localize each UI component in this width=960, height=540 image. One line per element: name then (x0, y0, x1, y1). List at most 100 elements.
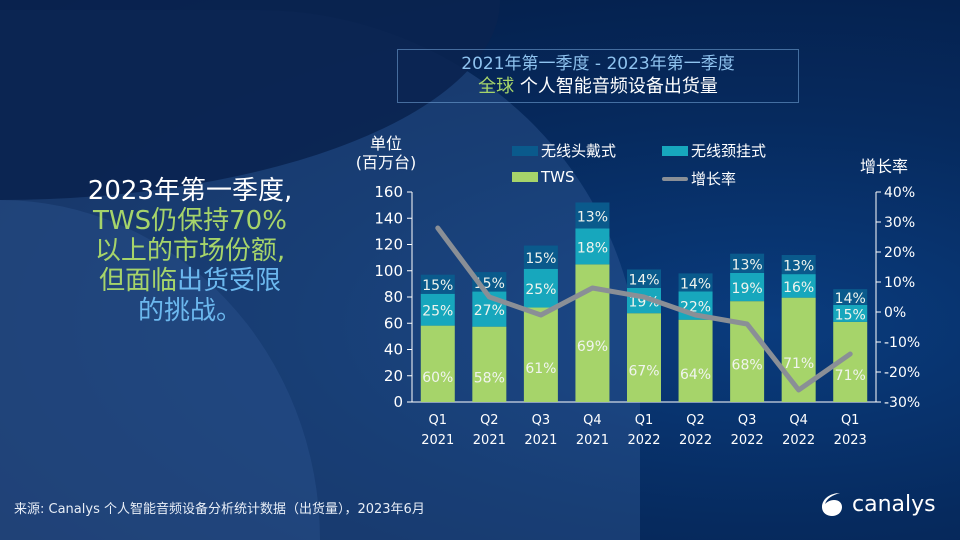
x-tick-label-quarter: Q3 (738, 413, 757, 428)
y2-tick-label: 40% (884, 185, 915, 201)
canalys-logo: canalys (818, 490, 948, 518)
legend-swatch-growth (662, 176, 688, 181)
data-label-neckband: 15% (835, 307, 866, 323)
bar-headset (730, 253, 765, 273)
data-label-headset: 14% (835, 291, 866, 307)
y-tick-label: 160 (374, 183, 403, 201)
x-tick-label-year: 2021 (524, 433, 557, 448)
x-tick-label-year: 2021 (473, 433, 506, 448)
data-label-headset: 13% (783, 259, 814, 275)
bar-headset (627, 269, 661, 288)
legend-item-tws: TWS (512, 168, 575, 186)
y2-tick-label: 30% (884, 215, 915, 231)
x-tick-label-year: 2022 (731, 433, 764, 448)
headline-line4b: 出货受限 (177, 266, 282, 296)
y2-tick-label: 0% (884, 305, 906, 321)
bar-headset (575, 202, 610, 229)
data-label-tws: 67% (628, 364, 659, 380)
bar-headset (833, 289, 868, 305)
legend-item-growth: 增长率 (662, 168, 736, 189)
x-tick-label-quarter: Q2 (480, 413, 499, 428)
data-label-tws: 64% (680, 367, 711, 383)
legend-swatch-neckband (662, 145, 688, 156)
chart-title-highlight: 全球 (478, 76, 515, 97)
headline-line5: 的挑战。 (137, 296, 242, 326)
x-tick-label-quarter: Q1 (635, 413, 654, 428)
x-tick-label-quarter: Q1 (841, 413, 860, 428)
legend-label: TWS (541, 168, 575, 186)
bar-headset (523, 245, 558, 269)
x-tick-label-year: 2021 (576, 433, 609, 448)
y2-tick-label: 20% (884, 245, 915, 261)
bar-neckband (730, 272, 765, 302)
x-tick-label-quarter: Q3 (532, 413, 551, 428)
legend-label: 无线头戴式 (541, 142, 617, 160)
x-tick-label-quarter: Q2 (686, 413, 705, 428)
data-label-tws: 60% (422, 370, 453, 386)
data-label-headset: 15% (525, 251, 556, 267)
y-tick-label: 80 (384, 288, 403, 306)
data-label-tws: 71% (783, 356, 814, 372)
legend-item-neckband: 无线颈挂式 (662, 140, 766, 161)
data-label-tws: 61% (525, 361, 556, 377)
y-tick-label: 120 (374, 236, 403, 254)
bar-neckband (781, 274, 816, 298)
x-tick-label-quarter: Q4 (583, 413, 602, 428)
data-label-neckband: 25% (422, 304, 453, 320)
data-label-neckband: 19% (732, 281, 763, 297)
data-label-neckband: 18% (577, 240, 608, 256)
y2-tick-label: 10% (884, 275, 915, 291)
source-footnote: 来源: Canalys 个人智能音频设备分析统计数据（出货量），2023年6月 (14, 502, 425, 517)
data-label-headset: 14% (680, 276, 711, 292)
y-tick-label: 60 (384, 314, 403, 332)
bar-headset (678, 273, 713, 292)
bar-tws (627, 313, 661, 402)
bar-tws (472, 326, 507, 402)
headline: 2023年第一季度, TWS仍保持70% 以上的市场份额, 但面临出货受限 的挑… (60, 176, 320, 326)
legend-swatch-headset (512, 145, 538, 156)
bar-headset (420, 274, 455, 294)
data-label-headset: 14% (628, 273, 659, 289)
legend-label: 增长率 (691, 170, 737, 188)
y-tick-label: 0 (393, 393, 403, 411)
bar-tws (523, 307, 558, 402)
y2-axis-label: 增长率 (860, 157, 909, 176)
data-label-tws: 58% (474, 370, 505, 386)
legend-label: 无线颈挂式 (691, 142, 767, 160)
chart-title-box: 2021年第一季度 - 2023年第一季度 全球 个人智能音频设备出货量 (397, 49, 799, 103)
data-label-neckband: 16% (783, 280, 814, 296)
y-axis-label-line2: (百万台) (355, 153, 417, 172)
x-tick-label-year: 2022 (679, 433, 712, 448)
bar-tws (420, 325, 455, 402)
chart-title-line1: 2021年第一季度 - 2023年第一季度 (461, 54, 735, 74)
x-tick-label-year: 2022 (627, 433, 660, 448)
y-tick-label: 20 (384, 367, 403, 385)
data-label-headset: 13% (732, 257, 763, 273)
bar-neckband (833, 304, 868, 322)
legend-swatch-tws (512, 172, 538, 182)
data-label-tws: 69% (577, 339, 608, 355)
y-tick-label: 140 (374, 209, 403, 227)
headline-line3: 以上的市场份额, (94, 236, 286, 266)
data-label-tws: 68% (732, 358, 763, 374)
bar-neckband (420, 293, 455, 326)
headline-line1: 2023年第一季度, (87, 176, 293, 206)
y-axis-label: 单位 (百万台) (346, 134, 426, 172)
bar-tws (575, 264, 610, 402)
canalys-swirl-icon (822, 493, 842, 516)
data-label-tws: 71% (835, 368, 866, 384)
bar-neckband (575, 228, 610, 265)
y2-tick-label: -10% (884, 335, 920, 351)
data-label-neckband: 27% (474, 303, 505, 319)
headline-line4: 但面临出货受限 (60, 266, 320, 296)
headline-line4a: 但面临 (98, 266, 177, 296)
data-label-neckband: 25% (525, 282, 556, 298)
y-tick-label: 100 (374, 262, 403, 280)
chart-title-line2: 全球 个人智能音频设备出货量 (398, 75, 798, 99)
bar-headset (781, 255, 816, 275)
legend: 无线头戴式 无线颈挂式 TWS 增长率 (512, 140, 812, 190)
x-tick-label-year: 2021 (421, 433, 454, 448)
bar-tws (678, 319, 713, 402)
legend-item-headset: 无线头戴式 (512, 140, 616, 161)
